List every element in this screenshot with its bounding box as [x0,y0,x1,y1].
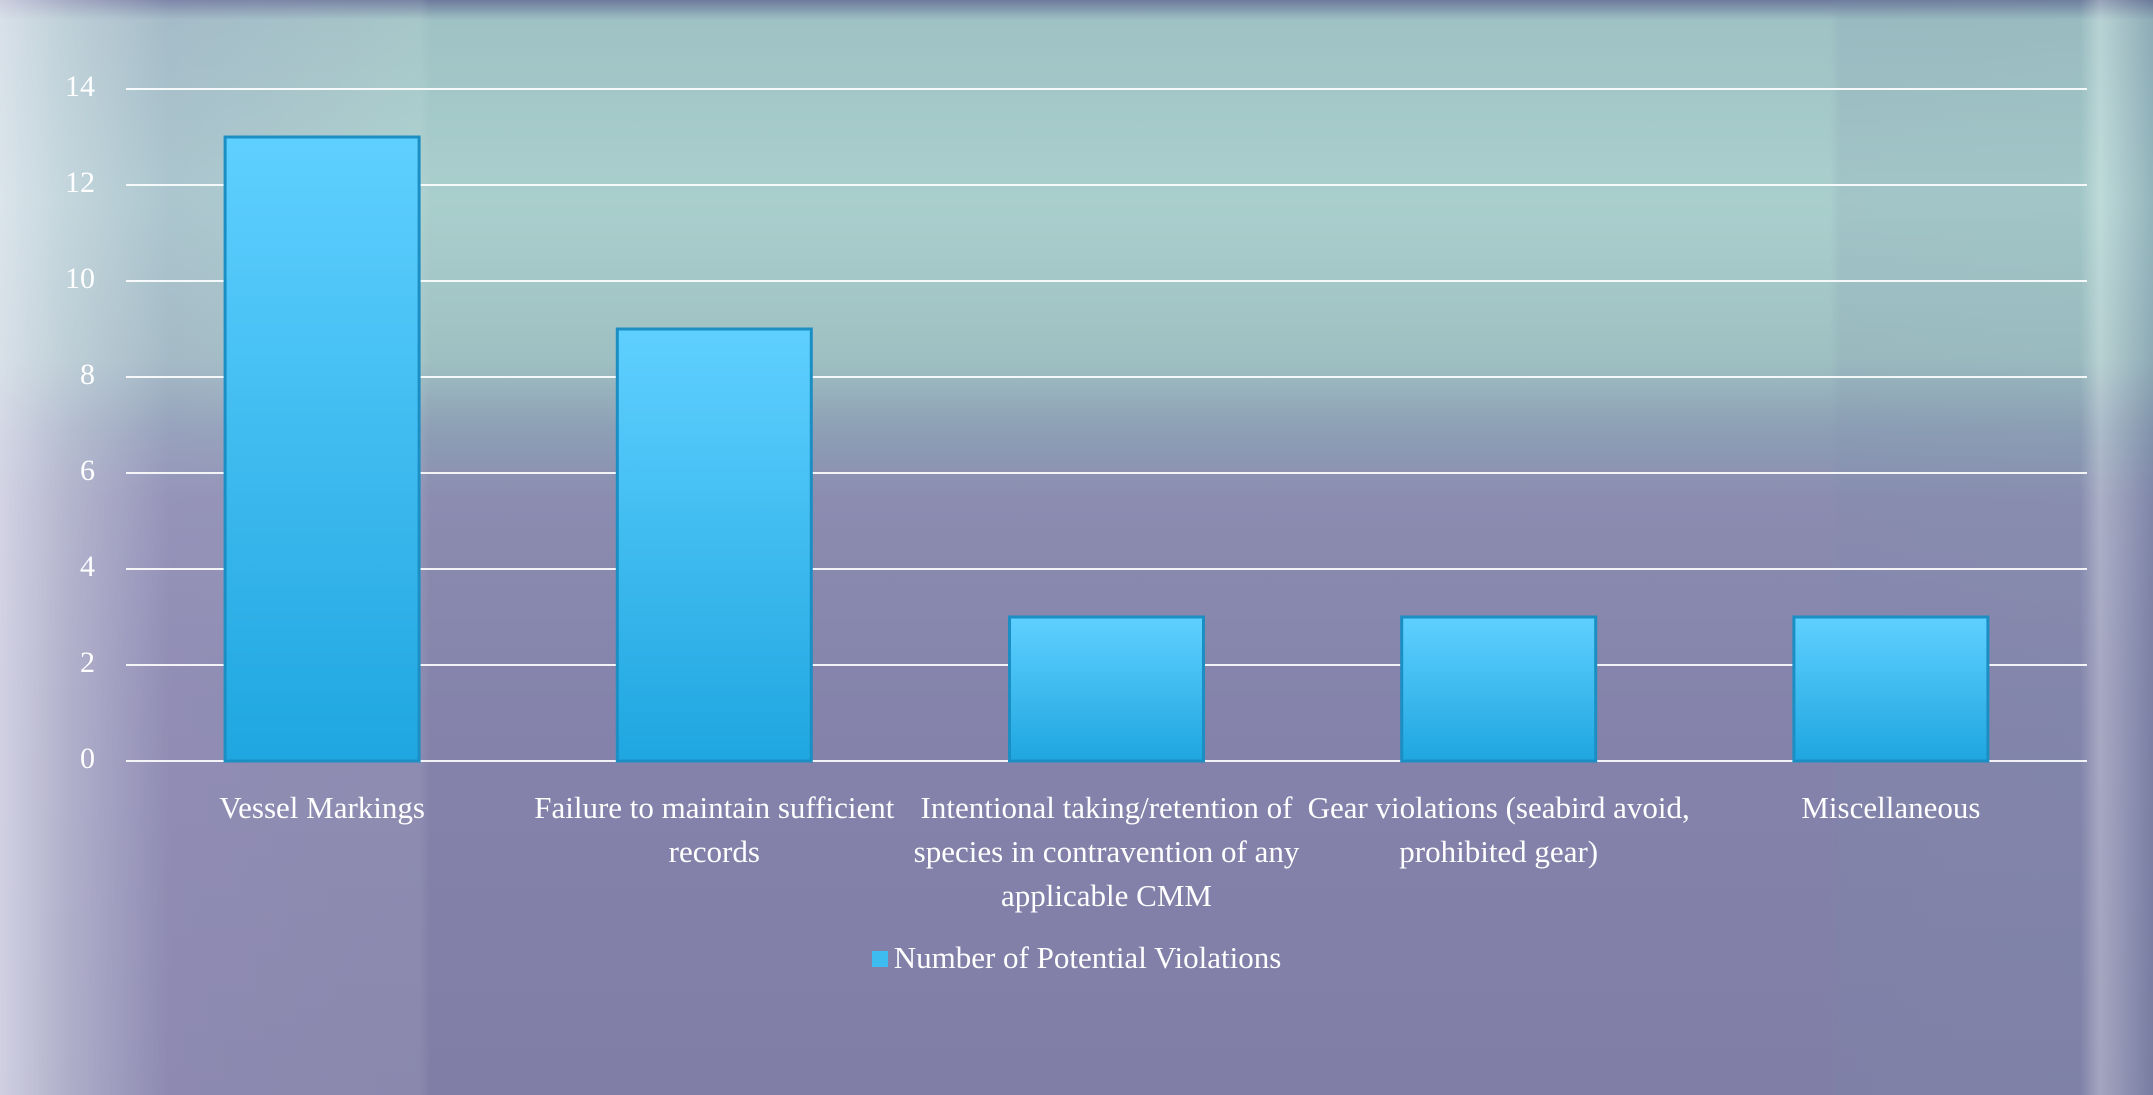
y-tick-label: 14 [65,70,95,103]
x-tick-label: Intentional taking/retention of species … [913,790,1300,913]
bar [1008,615,1205,763]
legend: Number of Potential Violations [0,940,2153,976]
y-tick-label: 4 [80,550,95,583]
y-tick-label: 10 [65,262,95,295]
bar [1792,615,1990,763]
x-tick-label: Failure to maintain sufficient records [534,790,895,869]
bar [615,327,813,763]
legend-key [871,951,888,967]
y-tick-label: 12 [65,166,95,199]
y-tick-label: 2 [80,646,95,679]
legend-label: Number of Potential Violations [893,940,1282,975]
x-tick-label: Vessel Markings [219,790,425,825]
y-tick-label: 0 [80,742,95,775]
x-tick-label: Miscellaneous [1801,790,1981,825]
bar [1400,615,1598,763]
y-tick-label: 6 [80,454,95,487]
y-tick-label: 8 [80,358,95,391]
bar [223,135,421,763]
x-tick-label: Gear violations (seabird avoid, prohibit… [1307,790,1690,869]
